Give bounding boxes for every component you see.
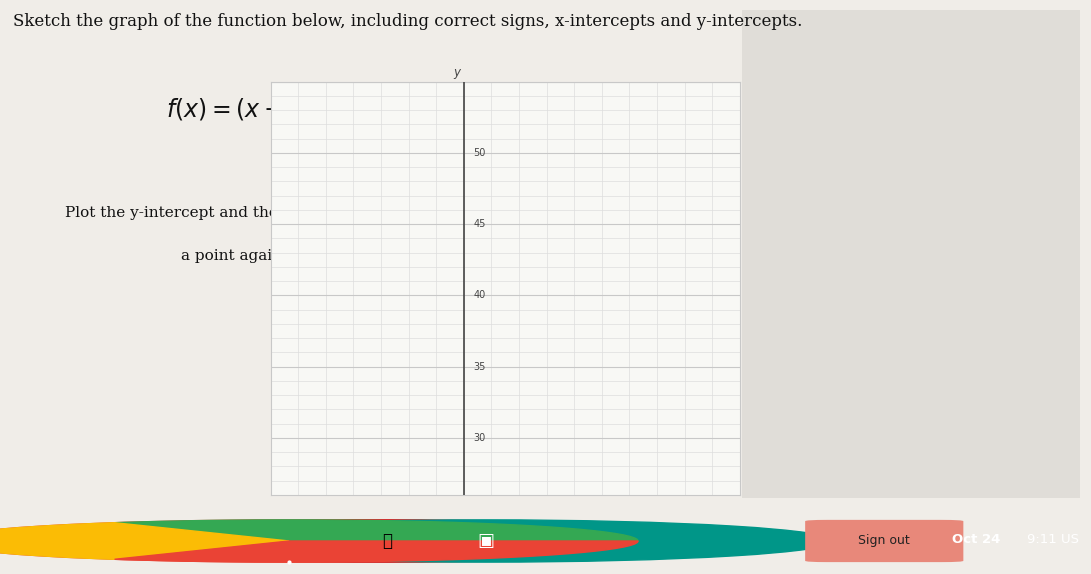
Text: 45: 45: [473, 219, 485, 229]
Text: 9:11 US: 9:11 US: [1027, 533, 1079, 546]
Text: Plot the y-intercept and the roots. Click on the graph to plot a point. Click: Plot the y-intercept and the roots. Clic…: [65, 205, 638, 220]
Text: a point again to delete it.: a point again to delete it.: [181, 249, 375, 263]
Circle shape: [38, 520, 736, 562]
Circle shape: [136, 520, 835, 562]
FancyBboxPatch shape: [805, 520, 963, 562]
Text: ▣: ▣: [477, 532, 494, 550]
Text: Done plotting: Done plotting: [396, 306, 477, 319]
Text: 35: 35: [473, 362, 485, 371]
Text: $f(x) = (x+2)^{2}(x-1)^{2}(x-3)$: $f(x) = (x+2)^{2}(x-1)^{2}(x-3)$: [166, 94, 489, 124]
Text: 40: 40: [473, 290, 485, 300]
Circle shape: [191, 535, 387, 547]
Text: Sketch the graph of the function below, including correct signs, x-intercepts an: Sketch the graph of the function below, …: [13, 13, 803, 30]
Polygon shape: [0, 523, 289, 559]
Text: y: y: [454, 65, 460, 79]
Circle shape: [169, 534, 409, 548]
Circle shape: [0, 520, 638, 562]
FancyBboxPatch shape: [364, 290, 508, 335]
FancyBboxPatch shape: [742, 10, 1080, 498]
Text: 30: 30: [473, 433, 485, 443]
Polygon shape: [115, 520, 638, 541]
Polygon shape: [115, 541, 638, 562]
Text: Oct 24: Oct 24: [952, 533, 1000, 546]
Text: 🐾: 🐾: [382, 532, 393, 550]
Circle shape: [136, 532, 442, 550]
Text: 50: 50: [473, 148, 485, 158]
Text: Sign out: Sign out: [859, 534, 910, 548]
